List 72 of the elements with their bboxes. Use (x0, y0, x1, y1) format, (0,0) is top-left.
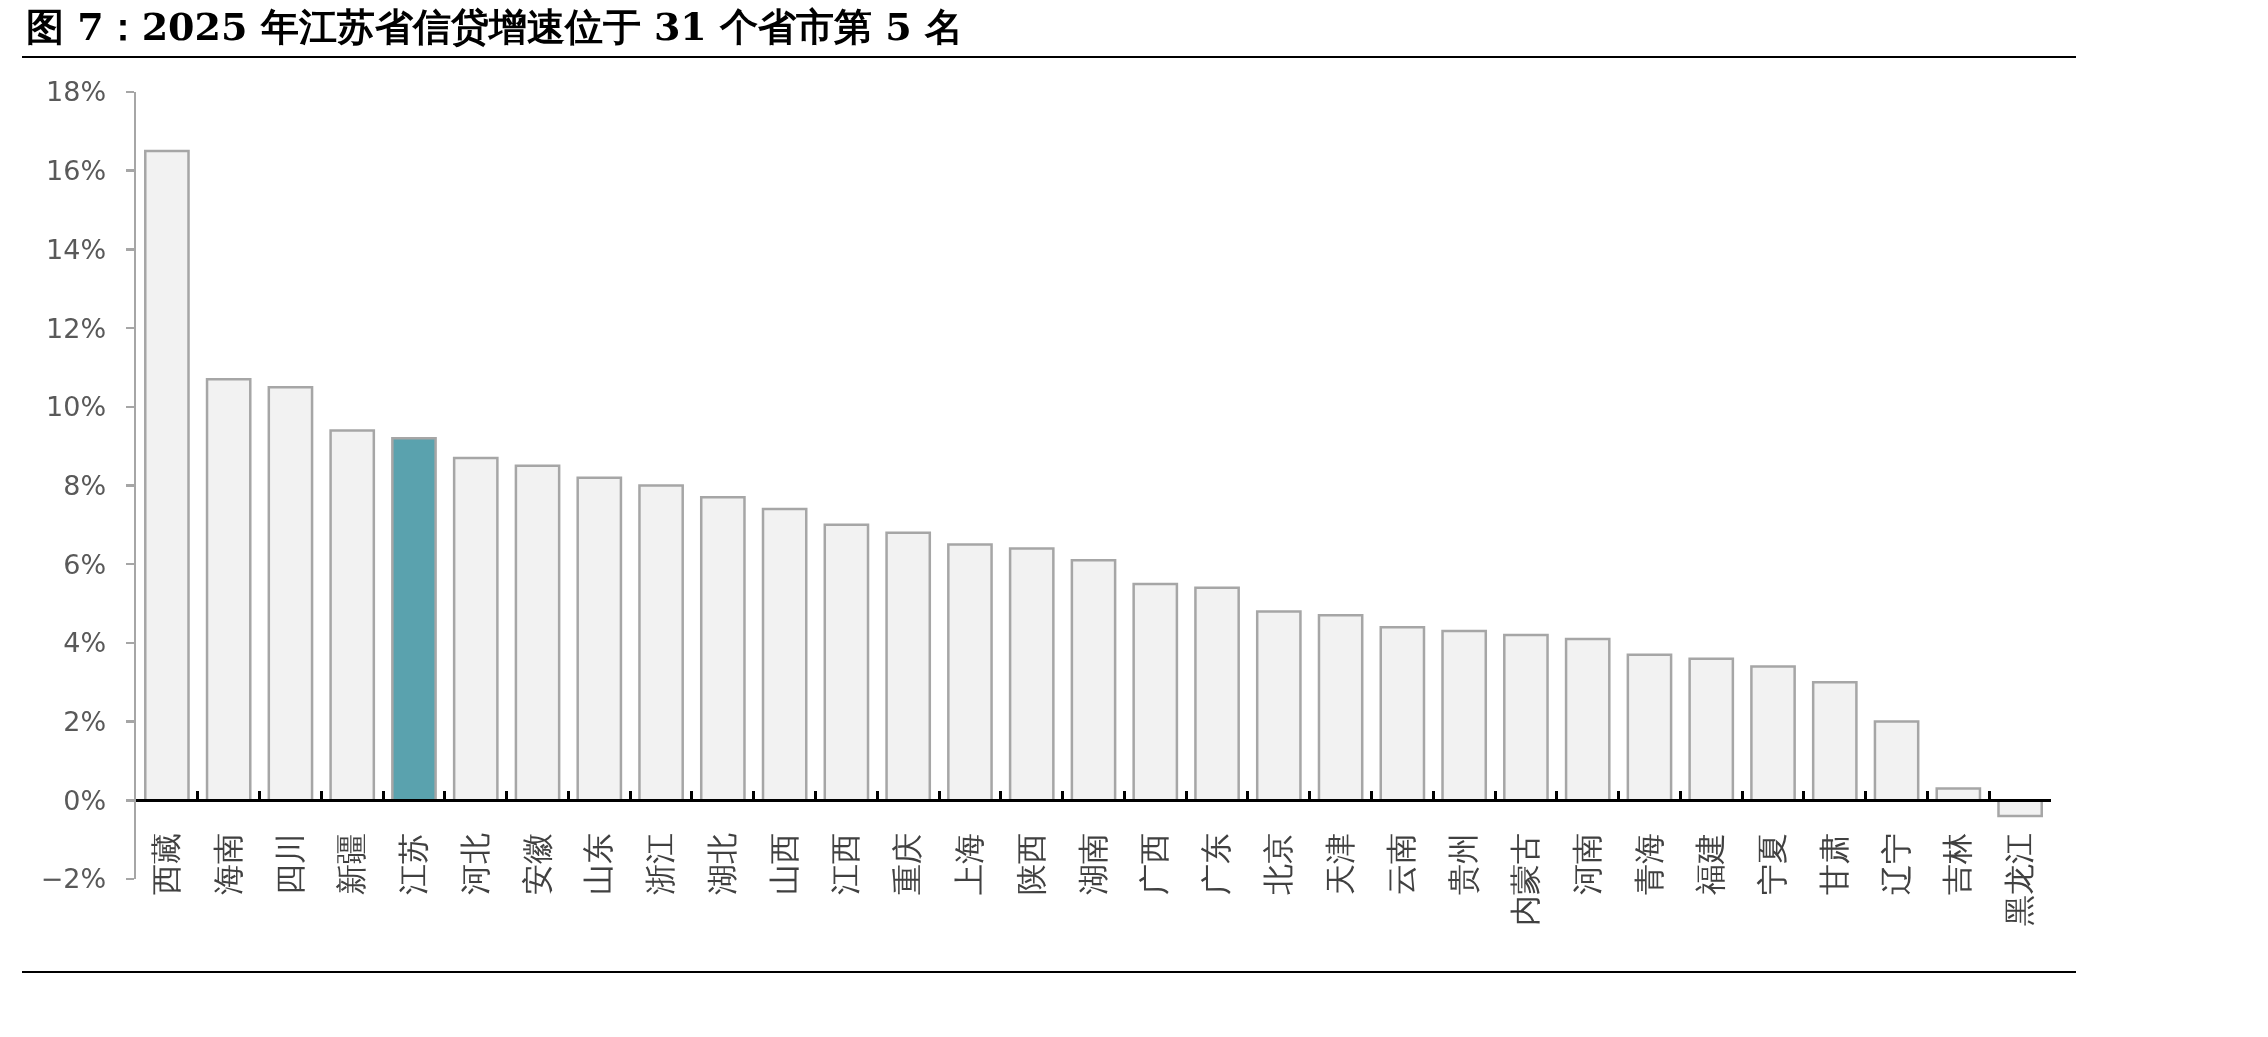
bar (1873, 720, 1920, 802)
x-tick-label: 浙江 (642, 832, 679, 895)
chart-title: 图 7：2025 年江苏省信贷增速位于 31 个省市第 5 名 (26, 4, 963, 50)
bar (391, 437, 437, 802)
x-tick-label: 海南 (209, 832, 246, 895)
x-tick-label: 江苏 (395, 832, 432, 895)
bar (514, 464, 561, 802)
y-tick-label: 0% (63, 784, 107, 816)
y-tick-label: 14% (46, 233, 107, 265)
x-tick-label: 黑龙江 (2001, 832, 2038, 926)
bar (205, 378, 252, 802)
y-tick-label: 18% (46, 76, 107, 108)
x-tick-label: 河北 (456, 832, 493, 895)
bar (1626, 653, 1673, 802)
x-tick-label: 广东 (1198, 832, 1235, 895)
x-tick-label: 西藏 (147, 832, 184, 895)
x-tick-label: 辽宁 (1877, 832, 1914, 895)
x-tick-label: 新疆 (333, 832, 370, 895)
bar (329, 429, 376, 802)
x-tick-label: 天津 (1321, 832, 1358, 895)
x-tick-label: 湖北 (703, 832, 740, 895)
bar (576, 476, 623, 802)
y-tick-label: 8% (63, 469, 107, 501)
x-tick-label: 云南 (1383, 832, 1420, 895)
x-tick-label: 北京 (1259, 832, 1296, 895)
x-tick-label: 江西 (827, 832, 864, 895)
bar (885, 531, 932, 802)
x-tick-label: 宁夏 (1754, 832, 1791, 895)
x-tick-label: 河南 (1568, 832, 1605, 895)
x-tick-label: 上海 (951, 832, 988, 895)
y-tick-label: 2% (63, 706, 107, 738)
x-tick-label: 甘肃 (1815, 832, 1852, 895)
x-tick-label: 陕西 (1012, 832, 1049, 895)
bar (1503, 633, 1549, 802)
bar (823, 523, 870, 802)
y-tick-label: 12% (46, 312, 107, 344)
x-tick-label: 湖南 (1074, 832, 1111, 895)
bar (761, 507, 808, 802)
x-tick-label: 安徽 (518, 832, 555, 895)
bar (638, 484, 684, 802)
bar (1379, 625, 1426, 802)
bar (699, 496, 746, 802)
y-tick-label: 4% (63, 627, 107, 659)
bar (1750, 665, 1796, 802)
bar (1008, 547, 1055, 802)
y-tick-label: 16% (46, 155, 107, 187)
y-tick-label: −2% (40, 863, 107, 895)
bar (1070, 559, 1117, 802)
x-tick-label: 广西 (1136, 832, 1173, 895)
bar (1564, 637, 1611, 802)
bar (1441, 629, 1488, 802)
x-tick-label: 贵州 (1445, 832, 1482, 895)
x-tick-label: 四川 (271, 832, 308, 895)
bar (144, 149, 190, 802)
x-tick-label: 青海 (1630, 832, 1667, 895)
x-tick-label: 内蒙古 (1506, 832, 1543, 926)
bar (1317, 614, 1364, 802)
x-tick-label: 山西 (765, 832, 802, 895)
bar (452, 456, 499, 802)
bar (1255, 610, 1302, 802)
bar (947, 543, 993, 802)
bar (1688, 657, 1735, 802)
x-tick-label: 山东 (580, 832, 617, 895)
x-tick-label: 重庆 (889, 832, 926, 895)
x-tick-label: 吉林 (1939, 832, 1976, 895)
bar (1811, 681, 1858, 802)
x-tick-label: 福建 (1692, 832, 1729, 895)
bar (1194, 586, 1240, 802)
y-tick-label: 6% (63, 548, 107, 580)
y-tick-label: 10% (46, 391, 107, 423)
bar (1132, 582, 1179, 802)
bar (267, 385, 314, 802)
